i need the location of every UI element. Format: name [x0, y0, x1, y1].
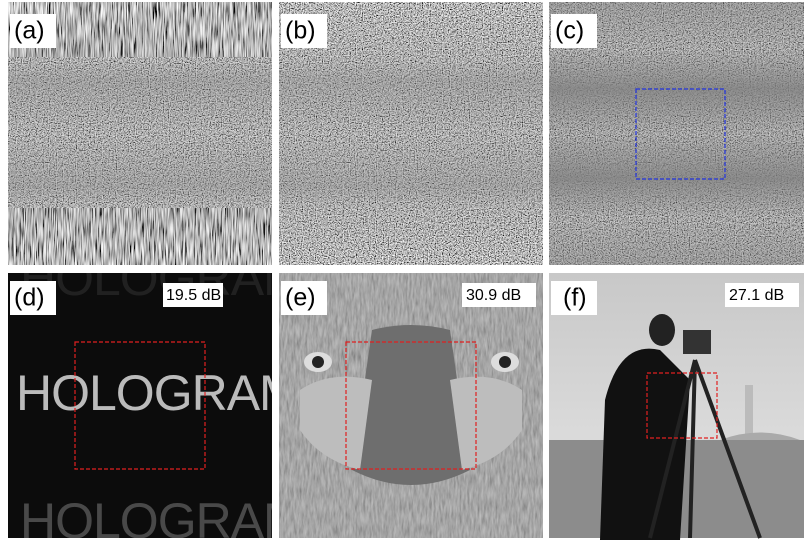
- panel-a: (a): [8, 2, 272, 265]
- panel-label: (f): [563, 284, 587, 312]
- panel-label: (d): [14, 284, 45, 312]
- psnr-label: 30.9 dB: [466, 287, 521, 304]
- panel-f: (f) 27.1 dB: [549, 273, 804, 540]
- panel-label: (a): [14, 17, 45, 45]
- panel-label: (e): [285, 284, 316, 312]
- panel-b: (b): [279, 2, 543, 265]
- panel-label: (c): [555, 17, 584, 45]
- psnr-label: 19.5 dB: [166, 287, 221, 304]
- panel-e: (e) 30.9 dB: [279, 273, 543, 538]
- psnr-label: 27.1 dB: [729, 287, 784, 304]
- panel-c: (c): [549, 2, 804, 265]
- panel-label: (b): [285, 17, 316, 45]
- hologram-text: HOLOGRAM: [20, 493, 304, 542]
- panel-d: HOLOGRAM HOLOGRAM HOLOGRAM (d) 19.5 dB: [8, 250, 304, 542]
- figure: (a) (b) (c) HOLOGRAM HOLOGRAM HOLOGRAM (…: [0, 0, 804, 542]
- hologram-text: HOLOGRAM: [16, 365, 300, 421]
